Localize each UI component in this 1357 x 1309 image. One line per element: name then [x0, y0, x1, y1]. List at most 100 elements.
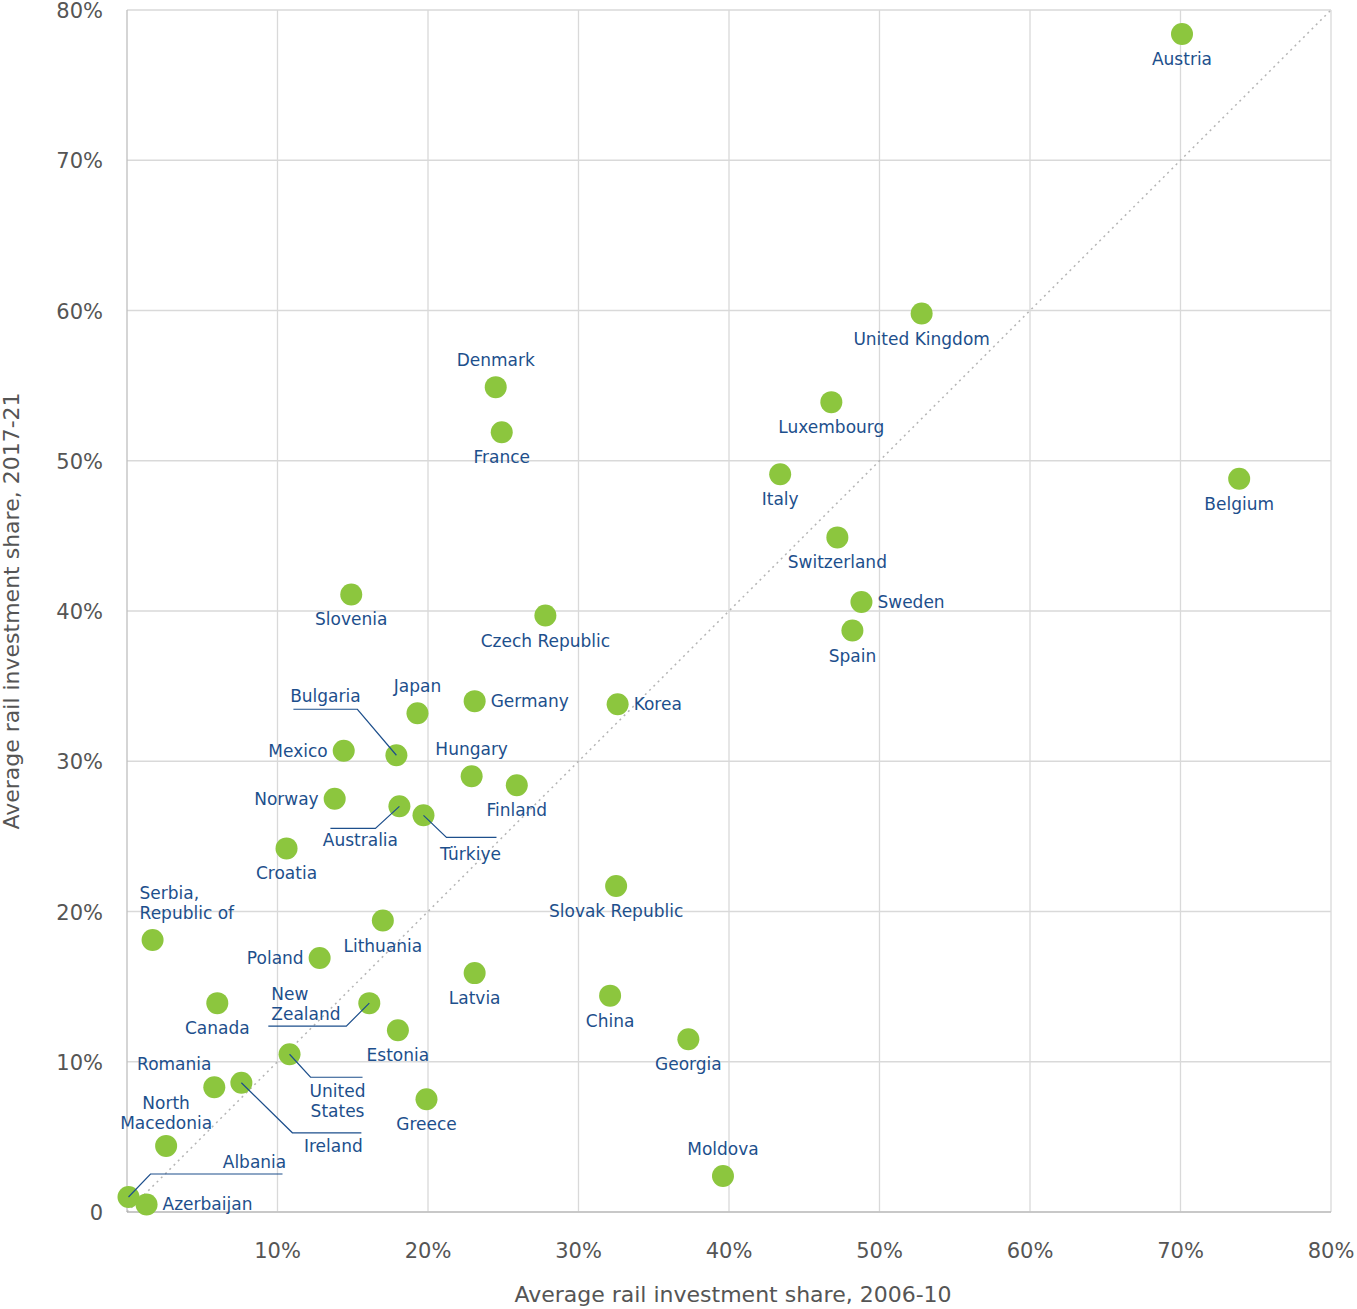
point: [464, 962, 486, 984]
grid-line: [127, 911, 1331, 912]
grid-line: [127, 1061, 1331, 1062]
leader-line: [290, 1054, 363, 1077]
point: [324, 788, 346, 810]
point-label: NewZealand: [271, 984, 340, 1024]
point: [372, 910, 394, 932]
leader-line: [330, 806, 399, 828]
label-line: Serbia,: [140, 883, 200, 903]
x-tick-label: 50%: [856, 1239, 903, 1263]
point-label: Mexico: [268, 741, 327, 761]
point-label: Finland: [486, 800, 547, 820]
point: [406, 702, 428, 724]
y-tick-label: 80%: [56, 0, 103, 23]
grid-line: [127, 1211, 1331, 1212]
point: [461, 765, 483, 787]
chart: 10%20%30%40%50%60%70%80%010%20%30%40%50%…: [0, 0, 1357, 1309]
x-tick-label: 80%: [1308, 1239, 1355, 1263]
point-label: Korea: [634, 694, 682, 714]
label-line: States: [311, 1101, 365, 1121]
point-label: Azerbaijan: [163, 1194, 253, 1214]
y-tick-label: 60%: [56, 300, 103, 324]
point: [491, 421, 513, 443]
point: [340, 583, 362, 605]
point-label: Moldova: [687, 1139, 758, 1159]
leader-line: [423, 815, 496, 837]
label-line: North: [142, 1093, 190, 1113]
point-label: Serbia,Republic of: [140, 883, 235, 923]
point-label: Latvia: [449, 988, 501, 1008]
y-tick-label: 70%: [56, 149, 103, 173]
point-label: UnitedStates: [310, 1081, 366, 1121]
point-label: Japan: [393, 676, 441, 696]
point-label: Czech Republic: [481, 631, 610, 651]
leader-line: [268, 1003, 369, 1026]
y-tick-label: 30%: [56, 750, 103, 774]
point: [534, 605, 556, 627]
point: [155, 1135, 177, 1157]
point-label: Lithuania: [343, 936, 422, 956]
point: [415, 1088, 437, 1110]
point: [309, 947, 331, 969]
grid-line: [127, 761, 1331, 762]
point-label: Denmark: [457, 350, 535, 370]
grid-line: [127, 610, 1331, 611]
point: [333, 740, 355, 762]
point-label: Germany: [491, 691, 569, 711]
grid-line: [127, 310, 1331, 311]
point: [142, 929, 164, 951]
point-label: Greece: [396, 1114, 457, 1134]
label-line: New: [271, 984, 308, 1004]
point-label: Croatia: [256, 863, 317, 883]
x-tick-label: 70%: [1157, 1239, 1204, 1263]
x-tick-label: 20%: [405, 1239, 452, 1263]
x-tick-label: 60%: [1007, 1239, 1054, 1263]
point-label: Türkiye: [439, 844, 501, 864]
point: [599, 985, 621, 1007]
point-label: Luxembourg: [778, 417, 884, 437]
y-tick-label: 10%: [56, 1051, 103, 1075]
point-label: Australia: [323, 830, 398, 850]
x-tick-label: 10%: [254, 1239, 301, 1263]
point-label: Poland: [247, 948, 304, 968]
point: [677, 1028, 699, 1050]
point-label: Slovak Republic: [549, 901, 683, 921]
point: [136, 1193, 158, 1215]
point-label: France: [473, 447, 530, 467]
y-axis-line: [126, 10, 127, 1212]
point-label: Albania: [223, 1152, 286, 1172]
point: [276, 837, 298, 859]
point: [826, 526, 848, 548]
point-label: Spain: [829, 646, 877, 666]
point: [605, 875, 627, 897]
point-label: United Kingdom: [853, 329, 989, 349]
point: [841, 620, 863, 642]
point: [850, 591, 872, 613]
x-tick-label: 30%: [555, 1239, 602, 1263]
label-line: Republic of: [140, 903, 235, 923]
label-line: Zealand: [271, 1004, 340, 1024]
point-label: Slovenia: [315, 609, 387, 629]
grid-line: [127, 9, 1331, 10]
y-tick-label: 40%: [56, 600, 103, 624]
point-label: Norway: [254, 789, 319, 809]
points: [118, 23, 1251, 1215]
point: [387, 1019, 409, 1041]
point-label: Switzerland: [788, 552, 887, 572]
point: [464, 690, 486, 712]
point: [712, 1165, 734, 1187]
label-line: United: [310, 1081, 366, 1101]
labels: AustriaUnited KingdomDenmarkFranceLuxemb…: [120, 49, 1274, 1214]
point: [485, 376, 507, 398]
y-tick-label: 0: [90, 1201, 103, 1225]
point-label: Sweden: [877, 592, 944, 612]
x-axis-title: Average rail investment share, 2006-10: [514, 1282, 951, 1307]
point-label: China: [586, 1011, 635, 1031]
y-tick-label: 50%: [56, 450, 103, 474]
point-label: Hungary: [435, 739, 508, 759]
point: [506, 774, 528, 796]
point-label: Ireland: [304, 1136, 363, 1156]
grid-line: [127, 460, 1331, 461]
point-label: Belgium: [1204, 494, 1274, 514]
point-label: NorthMacedonia: [120, 1093, 212, 1133]
point-label: Georgia: [655, 1054, 722, 1074]
